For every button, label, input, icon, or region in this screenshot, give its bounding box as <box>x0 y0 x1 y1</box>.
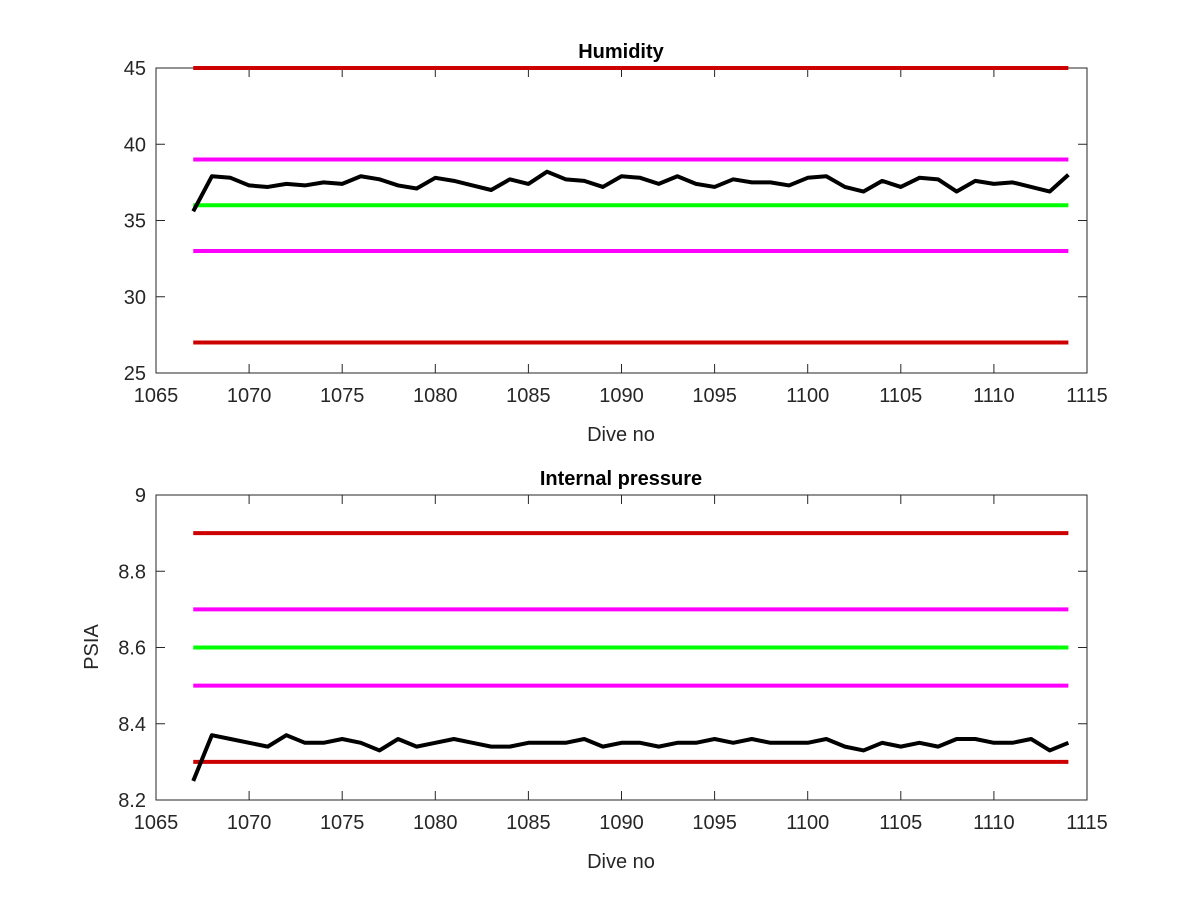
humidity-x-tick-label: 1090 <box>599 385 644 407</box>
humidity-x-axis-label: Dive no <box>587 424 655 446</box>
internal-pressure-y-axis-label: PSIA <box>81 624 103 670</box>
internal-pressure-x-tick-label: 1085 <box>506 812 551 834</box>
humidity-y-tick-label: 25 <box>124 363 146 385</box>
internal-pressure-y-tick-label: 9 <box>135 485 146 507</box>
humidity-y-tick-label: 30 <box>124 287 146 309</box>
humidity-x-tick-label: 1100 <box>786 385 829 407</box>
internal-pressure-x-tick-label: 1115 <box>1066 812 1108 834</box>
humidity-x-tick-label: 1095 <box>692 385 737 407</box>
humidity-chart-title: Humidity <box>578 41 664 63</box>
internal-pressure-x-tick-label: 1075 <box>320 812 365 834</box>
internal-pressure-chart-title: Internal pressure <box>540 468 702 490</box>
internal-pressure-x-tick-label: 1080 <box>413 812 458 834</box>
internal-pressure-x-tick-label: 1065 <box>134 812 179 834</box>
humidity-x-tick-label: 1065 <box>134 385 179 407</box>
internal-pressure-y-tick-label: 8.8 <box>118 561 146 583</box>
humidity-y-tick-label: 45 <box>124 58 146 80</box>
humidity-data-series-line <box>191 169 1070 213</box>
internal-pressure-y-tick-label: 8.4 <box>118 714 146 736</box>
internal-pressure-x-tick-label: 1095 <box>692 812 737 834</box>
humidity-panel: Humidity Dive no 1065 1070 1075 1080 1085 109… <box>124 41 1108 446</box>
internal-pressure-x-axis-label: Dive no <box>587 851 655 873</box>
internal-pressure-y-tick-label: 8.2 <box>118 790 146 812</box>
internal-pressure-panel: Internal pressure Dive no PSIA 1065 1070 1… <box>81 468 1108 873</box>
humidity-x-tick-label: 1115 <box>1066 385 1108 407</box>
humidity-y-tick-label: 35 <box>124 211 146 233</box>
internal-pressure-x-tick-label: 1110 <box>973 812 1015 834</box>
humidity-x-tick-label: 1070 <box>227 385 272 407</box>
humidity-x-tick-label: 1110 <box>973 385 1015 407</box>
humidity-x-tick-label: 1085 <box>506 385 551 407</box>
internal-pressure-x-tick-label: 1100 <box>786 812 829 834</box>
internal-pressure-x-tick-label: 1105 <box>879 812 922 834</box>
internal-pressure-data-series-line <box>191 733 1070 782</box>
internal-pressure-x-tick-label: 1090 <box>599 812 644 834</box>
humidity-x-tick-label: 1075 <box>320 385 365 407</box>
internal-pressure-x-tick-label: 1070 <box>227 812 272 834</box>
humidity-x-tick-label: 1105 <box>879 385 922 407</box>
internal-pressure-y-tick-label: 8.6 <box>118 638 146 660</box>
humidity-y-tick-label: 40 <box>124 134 146 156</box>
humidity-x-tick-label: 1080 <box>413 385 458 407</box>
